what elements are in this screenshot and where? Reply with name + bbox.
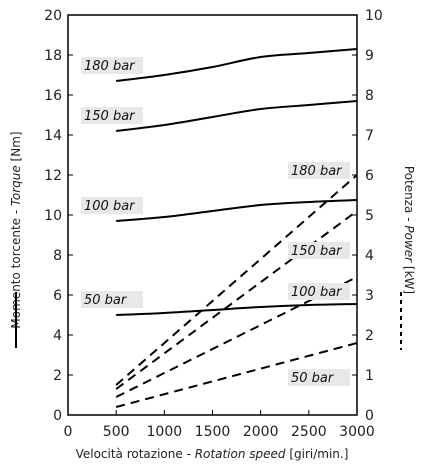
- y-right-tick-label: 6: [365, 168, 374, 184]
- x-tick-label: 500: [103, 424, 130, 440]
- x-tick-label: 3000: [339, 424, 375, 440]
- series-label-background: [81, 291, 143, 308]
- torque-line: [116, 303, 358, 316]
- plot-frame: [67, 14, 358, 416]
- power-series-label: 100 bar: [288, 283, 350, 300]
- x-tick-label: 1000: [147, 424, 183, 440]
- left-y-axis-title: Momento torcente - Torque [Nm]: [9, 131, 23, 328]
- y-left-tick-label: 2: [53, 368, 62, 384]
- series-label-background: [288, 162, 350, 179]
- series-label-text: 100 bar: [84, 199, 136, 214]
- torque-line: [116, 199, 358, 222]
- y-left-tick-label: 8: [53, 248, 62, 264]
- y-left-tick-label: 12: [44, 168, 62, 184]
- power-series-label: 150 bar: [288, 242, 350, 259]
- series-label-background: [288, 283, 350, 300]
- y-right-tick-label: 8: [365, 88, 374, 104]
- torque-series-label: 100 bar: [81, 197, 143, 214]
- x-tick-label: 0: [64, 424, 73, 440]
- series-label-text: 50 bar: [84, 293, 128, 308]
- y-right-tick-label: 5: [365, 208, 374, 224]
- torque-series-label: 180 bar: [81, 57, 143, 74]
- power-series-label: 50 bar: [288, 369, 350, 386]
- y-right-tick-label: 7: [365, 128, 374, 144]
- series-label-text: 150 bar: [291, 244, 343, 259]
- series-label-background: [81, 57, 143, 74]
- y-right-tick-label: 1: [365, 368, 374, 384]
- y-left-tick-label: 10: [44, 208, 62, 224]
- y-right-tick-label: 9: [365, 48, 374, 64]
- power-line: [115, 342, 358, 408]
- x-axis-title: Velocità rotazione - Rotation speed [gir…: [76, 447, 349, 461]
- torque-line: [116, 48, 358, 82]
- series-label-background: [288, 369, 350, 386]
- x-tick-label: 2000: [243, 424, 279, 440]
- torque-series-label: 50 bar: [81, 291, 143, 308]
- y-left-tick-label: 18: [44, 48, 62, 64]
- x-tick-label: 1500: [195, 424, 231, 440]
- y-left-tick-label: 16: [44, 88, 62, 104]
- y-left-tick-label: 20: [44, 8, 62, 24]
- series-label-text: 150 bar: [84, 109, 136, 124]
- y-left-tick-label: 14: [44, 128, 62, 144]
- series-label-background: [288, 242, 350, 259]
- y-right-tick-label: 3: [365, 288, 374, 304]
- torque-line: [116, 100, 358, 132]
- right-y-axis-title: Potenza - Power [kW]: [402, 166, 416, 294]
- power-series-label: 180 bar: [288, 162, 350, 179]
- y-left-tick-label: 4: [53, 328, 62, 344]
- torque-series-label: 150 bar: [81, 107, 143, 124]
- series-label-background: [81, 107, 143, 124]
- y-right-tick-label: 4: [365, 248, 374, 264]
- y-right-tick-label: 10: [365, 8, 383, 24]
- power-line: [115, 174, 358, 386]
- y-right-tick-label: 2: [365, 328, 374, 344]
- y-right-tick-label: 0: [365, 408, 374, 424]
- series-label-background: [81, 197, 143, 214]
- y-left-tick-label: 0: [53, 408, 62, 424]
- series-label-text: 100 bar: [291, 285, 343, 300]
- series-label-text: 50 bar: [291, 371, 335, 386]
- series-label-text: 180 bar: [291, 164, 343, 179]
- power-line: [115, 210, 358, 390]
- series-label-text: 180 bar: [84, 59, 136, 74]
- y-left-tick-label: 6: [53, 288, 62, 304]
- x-tick-label: 2500: [291, 424, 327, 440]
